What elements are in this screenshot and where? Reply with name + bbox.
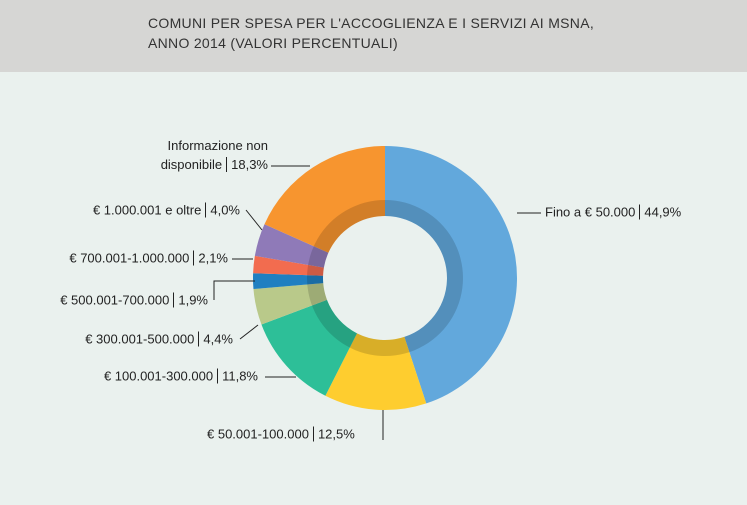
- category-label: Fino a € 50.000: [545, 204, 636, 220]
- chart-title: COMUNI PER SPESA PER L'ACCOGLIENZA E I S…: [148, 15, 595, 51]
- inner-shade: [306, 200, 463, 356]
- donut-slice: [253, 255, 324, 276]
- category-label: € 300.001-500.000: [85, 331, 195, 347]
- donut-slice: [261, 299, 358, 396]
- value-label: 12,5%: [312, 426, 355, 442]
- category-label: € 100.001-300.000: [103, 368, 214, 384]
- slice-label: € 1.000.001 e oltre 4,0%: [93, 201, 240, 220]
- value-label: 4,4%: [198, 331, 233, 347]
- value-label: 18,3%: [226, 157, 268, 172]
- slice-label: Fino a € 50.000 44,9%: [545, 203, 682, 222]
- slice-label: € 50.001-100.000 12,5%: [207, 425, 355, 444]
- category-label: € 500.001-700.000: [60, 292, 170, 308]
- donut-slice: [264, 146, 385, 253]
- slice-label: € 500.001-700.000 1,9%: [60, 291, 208, 310]
- value-label: 44,9%: [639, 204, 682, 220]
- header: COMUNI PER SPESA PER L'ACCOGLIENZA E I S…: [0, 0, 747, 72]
- donut-slice: [252, 273, 324, 289]
- category-label: € 50.001-100.000: [207, 426, 309, 442]
- slice-label: € 300.001-500.000 4,4%: [85, 330, 233, 349]
- leader-line: [245, 209, 263, 231]
- value-label: 1,9%: [173, 292, 208, 308]
- donut-slice: [254, 224, 329, 268]
- leader-line: [213, 280, 255, 300]
- donut-slice: [253, 283, 327, 325]
- category-label: € 700.001-1.000.000: [69, 250, 190, 266]
- leader-line: [239, 324, 259, 340]
- donut-slice: [385, 146, 518, 404]
- slice-label: € 100.001-300.000 11,8%: [104, 367, 258, 386]
- value-label: 4,0%: [205, 202, 240, 218]
- category-label: Informazione non disponibile: [160, 138, 268, 172]
- donut-slice: [325, 333, 427, 411]
- value-label: 11,8%: [217, 368, 258, 384]
- category-label: € 1.000.001 e oltre: [92, 202, 202, 218]
- value-label: 2,1%: [193, 250, 228, 266]
- slice-label: € 700.001-1.000.000 2,1%: [69, 249, 228, 268]
- slice-label: Informazione non disponibile 18,3%: [98, 136, 268, 174]
